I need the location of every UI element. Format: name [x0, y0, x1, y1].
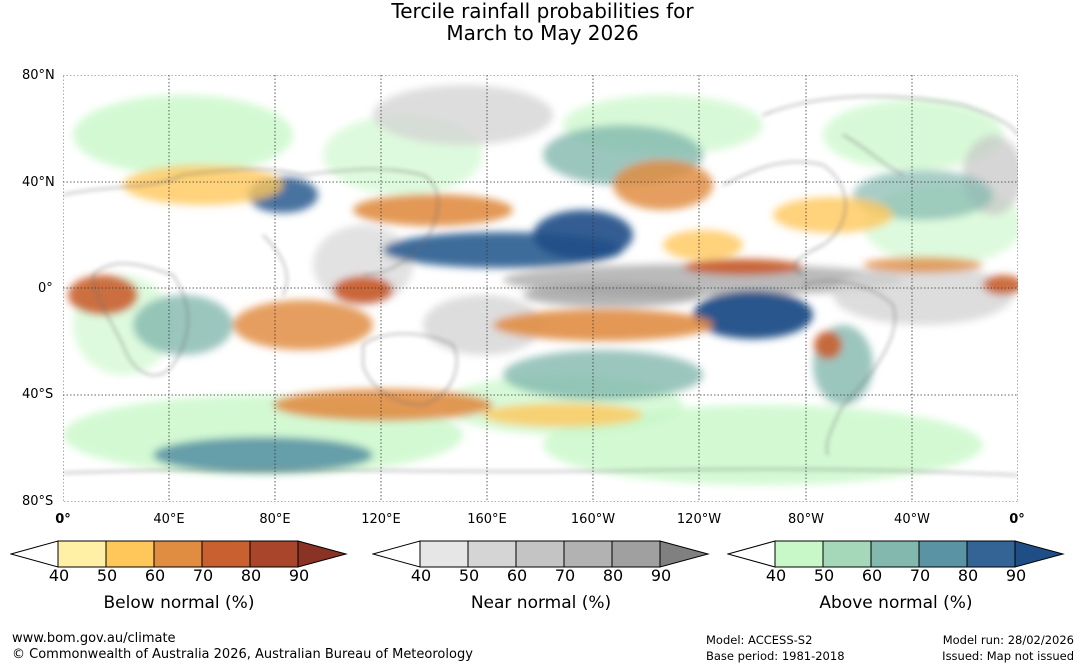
- title-line-2: March to May 2026: [446, 21, 639, 45]
- colorbar-segment: [249, 540, 299, 568]
- colorbar-title-below: Below normal (%): [103, 593, 255, 613]
- footer-model-run: Model run: 28/02/2026: [942, 633, 1074, 647]
- graticule: [63, 75, 1018, 502]
- tick: 90: [650, 566, 672, 585]
- footer-copyright: © Commonwealth of Australia 2026, Austra…: [12, 647, 473, 662]
- lat-label-0: 0°: [38, 281, 53, 296]
- lon-label-0-east: 0°: [1009, 512, 1025, 527]
- colorbar-title-near: Near normal (%): [470, 593, 612, 613]
- colorbar-title-above: Above normal (%): [819, 593, 973, 613]
- colorbar-min-arrow: [372, 540, 421, 568]
- colorbar-segment: [563, 540, 613, 568]
- colorbar-segment: [467, 540, 517, 568]
- lon-label-160w: 160°W: [570, 512, 616, 527]
- colorbar-segment: [515, 540, 565, 568]
- tick: 40: [410, 566, 432, 585]
- tick: 60: [506, 566, 528, 585]
- tick: 80: [957, 566, 979, 585]
- colorbar-min-arrow: [727, 540, 776, 568]
- colorbar-segment: [201, 540, 251, 568]
- tick: 40: [765, 566, 787, 585]
- colorbar-max-arrow: [659, 540, 710, 568]
- lat-label-40n: 40°N: [22, 175, 55, 190]
- colorbar-segment: [153, 540, 203, 568]
- tick: 50: [458, 566, 480, 585]
- tick: 70: [192, 566, 214, 585]
- lat-label-40s: 40°S: [22, 387, 54, 402]
- colorbar-segment: [105, 540, 155, 568]
- tick: 90: [1005, 566, 1027, 585]
- tick: 40: [48, 566, 70, 585]
- lon-label-120w: 120°W: [676, 512, 722, 527]
- lon-label-120e: 120°E: [361, 512, 401, 527]
- tick: 50: [96, 566, 118, 585]
- colorbar-segment: [774, 540, 824, 568]
- tick: 70: [909, 566, 931, 585]
- lon-label-80e: 80°E: [259, 512, 291, 527]
- tick: 70: [554, 566, 576, 585]
- lat-label-80n: 80°N: [22, 68, 55, 83]
- tick: 90: [288, 566, 310, 585]
- colorbar-segment: [966, 540, 1016, 568]
- footer-issued: Issued: Map not issued: [942, 649, 1074, 663]
- colorbar-segment: [57, 540, 107, 568]
- footer-base-period: Base period: 1981-2018: [706, 649, 845, 663]
- colorbar-above-normal: [727, 540, 1065, 568]
- tick: 60: [144, 566, 166, 585]
- rainfall-probability-map: [63, 75, 1018, 502]
- probability-fields: [63, 85, 1018, 485]
- colorbar-max-arrow: [1014, 540, 1065, 568]
- colorbar-near-normal: [372, 540, 710, 568]
- colorbar-segment: [870, 540, 920, 568]
- coastlines: [63, 95, 1018, 476]
- colorbar-min-arrow: [10, 540, 59, 568]
- colorbar-max-arrow: [297, 540, 348, 568]
- tick: 80: [602, 566, 624, 585]
- tick: 60: [861, 566, 883, 585]
- colorbar-segment: [918, 540, 968, 568]
- lon-label-80w: 80°W: [788, 512, 824, 527]
- lon-label-40w: 40°W: [894, 512, 930, 527]
- colorbar-segment: [419, 540, 469, 568]
- lon-label-160e: 160°E: [467, 512, 507, 527]
- tick: 50: [813, 566, 835, 585]
- map-title: Tercile rainfall probabilities for March…: [0, 0, 1085, 44]
- tick: 80: [240, 566, 262, 585]
- footer-url[interactable]: www.bom.gov.au/climate: [12, 631, 176, 646]
- colorbar-below-normal: [10, 540, 348, 568]
- colorbar-segment: [822, 540, 872, 568]
- lon-label-40e: 40°E: [153, 512, 185, 527]
- lon-label-0: 0°: [55, 512, 71, 527]
- footer-model: Model: ACCESS-S2: [706, 633, 813, 647]
- colorbar-segment: [611, 540, 661, 568]
- lat-label-80s: 80°S: [22, 494, 54, 509]
- title-line-1: Tercile rainfall probabilities for: [391, 0, 694, 23]
